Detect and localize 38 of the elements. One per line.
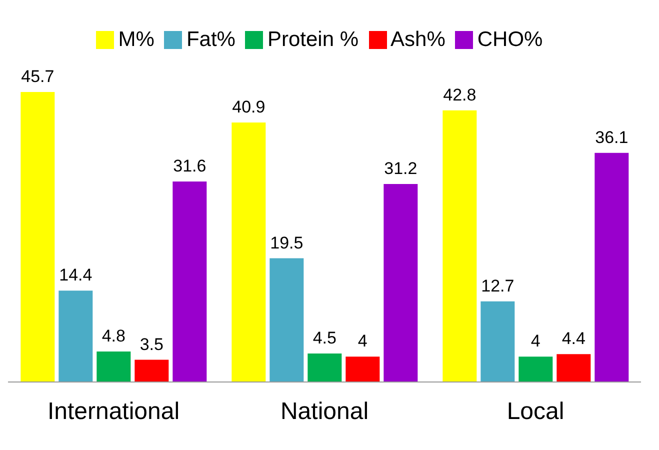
data-label: 42.8 bbox=[443, 85, 476, 104]
data-label: 12.7 bbox=[481, 276, 514, 296]
bar bbox=[232, 122, 266, 382]
legend-label: Protein % bbox=[267, 28, 359, 51]
data-label: 14.4 bbox=[59, 266, 92, 285]
data-label: 4.4 bbox=[562, 329, 586, 348]
data-label: 4 bbox=[358, 332, 368, 351]
bar bbox=[442, 110, 477, 382]
bar bbox=[134, 360, 169, 382]
bar bbox=[270, 258, 304, 382]
bar bbox=[172, 181, 207, 382]
data-label: 4.8 bbox=[102, 326, 126, 346]
data-label: 31.6 bbox=[173, 156, 206, 176]
data-label: 19.5 bbox=[270, 233, 304, 252]
bar bbox=[308, 353, 342, 382]
bar bbox=[346, 356, 380, 382]
bar bbox=[20, 92, 55, 382]
data-label: 36.1 bbox=[595, 128, 628, 147]
data-label: 4 bbox=[530, 332, 540, 351]
x-tick-label: National bbox=[280, 398, 369, 426]
data-label: 40.9 bbox=[232, 97, 266, 116]
bar bbox=[384, 184, 418, 382]
data-label: 45.7 bbox=[21, 67, 54, 86]
bar bbox=[518, 356, 553, 382]
data-label: 3.5 bbox=[140, 334, 164, 354]
x-tick-label: International bbox=[47, 398, 180, 426]
legend-label: Fat% bbox=[186, 28, 236, 51]
bar bbox=[58, 290, 93, 382]
bar bbox=[480, 301, 515, 382]
legend-label: M% bbox=[118, 28, 154, 51]
legend-label: Ash% bbox=[390, 28, 446, 51]
x-tick-label: Local bbox=[506, 398, 564, 426]
data-label: 31.2 bbox=[384, 159, 418, 178]
data-label: 4.5 bbox=[312, 328, 336, 348]
bar bbox=[96, 352, 131, 382]
legend-label: CHO% bbox=[477, 28, 543, 51]
bar bbox=[556, 354, 591, 382]
bar bbox=[594, 152, 629, 382]
